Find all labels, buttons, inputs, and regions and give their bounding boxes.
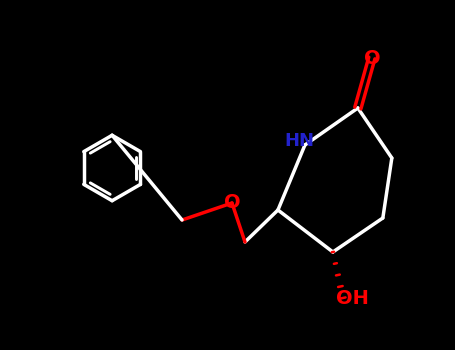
Text: O: O <box>224 194 240 212</box>
Text: O: O <box>364 49 380 68</box>
Text: HN: HN <box>284 132 314 150</box>
Text: OH: OH <box>336 288 369 308</box>
